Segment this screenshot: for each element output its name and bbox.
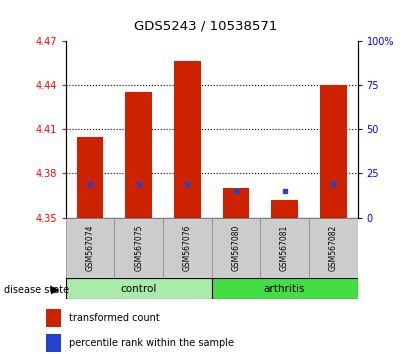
Bar [174, 61, 201, 218]
Text: percentile rank within the sample: percentile rank within the sample [69, 338, 233, 348]
FancyBboxPatch shape [212, 278, 358, 299]
Text: GSM567074: GSM567074 [85, 224, 95, 271]
FancyBboxPatch shape [66, 278, 212, 299]
Bar [271, 200, 298, 218]
FancyBboxPatch shape [212, 218, 260, 278]
Text: ▶: ▶ [51, 285, 60, 295]
Text: transformed count: transformed count [69, 313, 159, 323]
FancyBboxPatch shape [66, 218, 114, 278]
Bar [46, 309, 61, 327]
FancyBboxPatch shape [260, 218, 309, 278]
FancyBboxPatch shape [114, 218, 163, 278]
Text: disease state: disease state [4, 285, 69, 295]
Bar [77, 137, 104, 218]
Text: GSM567080: GSM567080 [231, 224, 240, 271]
Text: GSM567082: GSM567082 [329, 225, 338, 271]
FancyBboxPatch shape [309, 218, 358, 278]
Text: arthritis: arthritis [264, 284, 305, 293]
Text: GSM567076: GSM567076 [183, 224, 192, 271]
Bar [223, 188, 249, 218]
FancyBboxPatch shape [163, 218, 212, 278]
Text: control: control [120, 284, 157, 293]
Text: GSM567075: GSM567075 [134, 224, 143, 271]
Text: GDS5243 / 10538571: GDS5243 / 10538571 [134, 19, 277, 33]
Text: GSM567081: GSM567081 [280, 225, 289, 271]
Bar [125, 92, 152, 218]
Bar [320, 85, 346, 218]
Bar [46, 334, 61, 352]
